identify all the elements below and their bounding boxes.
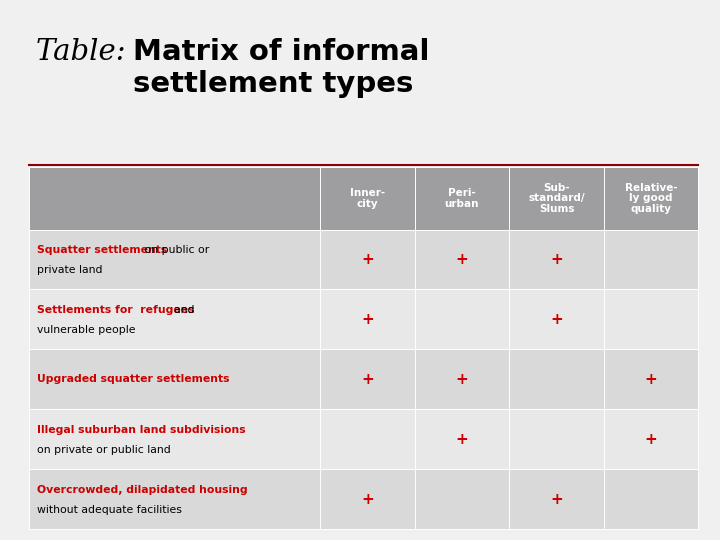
- Text: +: +: [456, 372, 468, 387]
- Bar: [29, 167, 698, 230]
- Bar: [29, 469, 698, 529]
- Text: without adequate facilities: without adequate facilities: [37, 505, 182, 515]
- Text: +: +: [361, 492, 374, 507]
- Bar: [29, 230, 698, 289]
- Text: Sub-
standard/
Slums: Sub- standard/ Slums: [528, 183, 585, 214]
- Text: +: +: [644, 372, 657, 387]
- Text: +: +: [361, 372, 374, 387]
- Text: Illegal suburban land subdivisions: Illegal suburban land subdivisions: [37, 426, 246, 435]
- Bar: [29, 349, 698, 409]
- Text: on private or public land: on private or public land: [37, 445, 171, 455]
- Text: and: and: [167, 306, 194, 315]
- Text: Overcrowded, dilapidated housing: Overcrowded, dilapidated housing: [37, 485, 248, 495]
- Text: Settlements for  refugees: Settlements for refugees: [37, 306, 195, 315]
- Text: Relative-
ly good
quality: Relative- ly good quality: [625, 183, 678, 214]
- Text: Matrix of informal
settlement types: Matrix of informal settlement types: [133, 38, 430, 98]
- Text: +: +: [550, 492, 563, 507]
- Text: +: +: [550, 312, 563, 327]
- Bar: [29, 289, 698, 349]
- Text: private land: private land: [37, 265, 103, 275]
- Bar: [29, 409, 698, 469]
- Text: +: +: [361, 312, 374, 327]
- Text: Upgraded squatter settlements: Upgraded squatter settlements: [37, 374, 230, 384]
- Text: +: +: [644, 432, 657, 447]
- Text: +: +: [550, 252, 563, 267]
- Text: Table:: Table:: [36, 38, 135, 66]
- Text: vulnerable people: vulnerable people: [37, 325, 136, 335]
- Text: +: +: [456, 432, 468, 447]
- Text: Inner-
city: Inner- city: [350, 188, 385, 209]
- Text: Peri-
urban: Peri- urban: [445, 188, 480, 209]
- Text: +: +: [361, 252, 374, 267]
- Text: Squatter settlements: Squatter settlements: [37, 246, 168, 255]
- Text: on public or: on public or: [141, 246, 210, 255]
- Text: +: +: [456, 252, 468, 267]
